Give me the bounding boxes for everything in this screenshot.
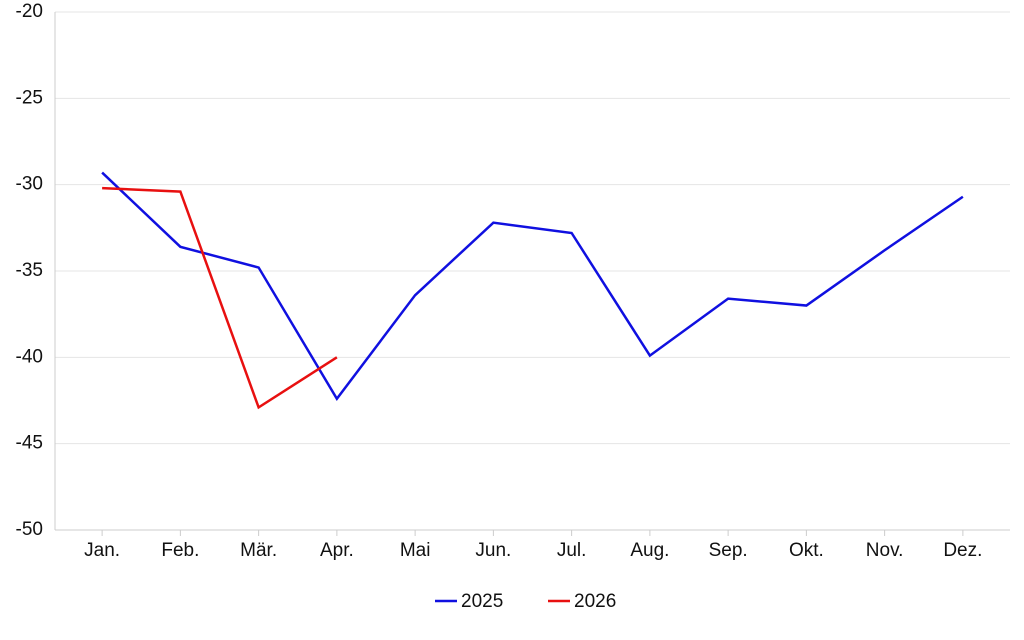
- legend-label: 2025: [461, 591, 503, 612]
- x-tick-label: Jan.: [84, 540, 120, 561]
- y-tick-label: -20: [16, 1, 43, 22]
- x-tick-label: Jul.: [557, 540, 587, 561]
- x-tick-label: Sep.: [709, 540, 748, 561]
- legend-label: 2026: [574, 591, 616, 612]
- y-tick-label: -40: [16, 346, 43, 367]
- x-tick-label: Feb.: [161, 540, 199, 561]
- y-tick-label: -35: [16, 260, 43, 281]
- x-tick-label: Mai: [400, 540, 431, 561]
- y-tick-label: -45: [16, 433, 43, 454]
- x-tick-label: Mär.: [240, 540, 277, 561]
- x-tick-label: Aug.: [630, 540, 669, 561]
- x-tick-label: Dez.: [943, 540, 982, 561]
- y-tick-label: -50: [16, 519, 43, 540]
- x-tick-label: Nov.: [866, 540, 904, 561]
- y-tick-label: -25: [16, 87, 43, 108]
- line-series: [101, 171, 964, 402]
- x-tick-label: Jun.: [475, 540, 511, 561]
- line-series: [102, 186, 338, 410]
- x-tick-label: Okt.: [789, 540, 824, 561]
- y-tick-label: -30: [16, 174, 43, 195]
- x-tick-label: Apr.: [320, 540, 354, 561]
